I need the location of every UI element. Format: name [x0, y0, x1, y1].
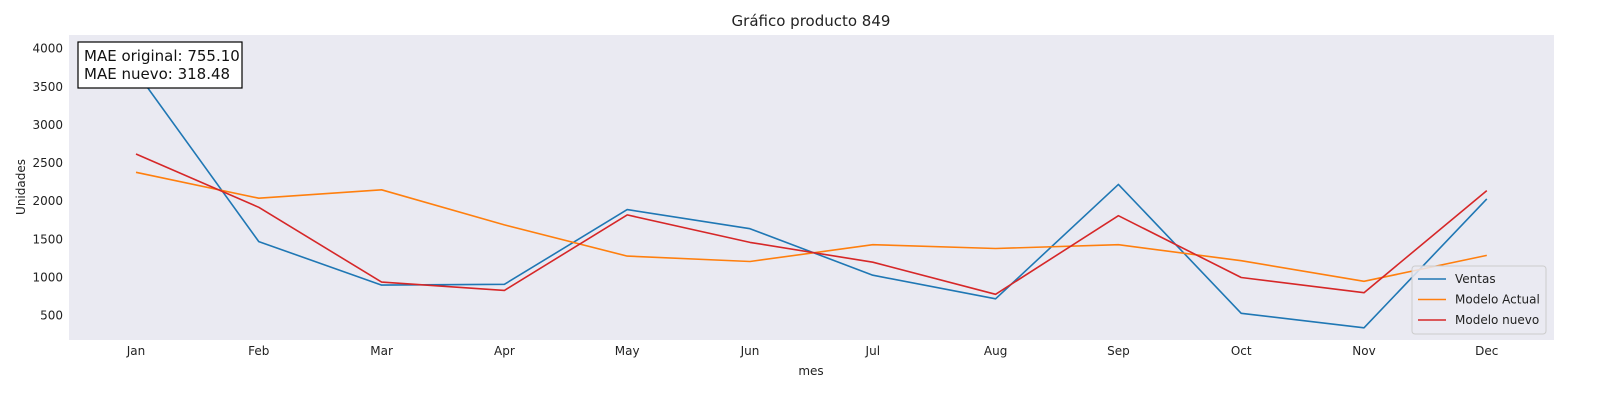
- x-tick-label: Apr: [494, 344, 515, 358]
- legend-label: Ventas: [1455, 272, 1496, 286]
- x-tick-label: May: [615, 344, 640, 358]
- x-tick-label: Nov: [1352, 344, 1375, 358]
- legend: Ventas Modelo Actual Modelo nuevo: [1411, 265, 1547, 335]
- y-tick-label: 3000: [32, 118, 63, 132]
- legend-label: Modelo nuevo: [1455, 313, 1539, 327]
- x-tick-label: Jul: [865, 344, 880, 358]
- y-tick-label: 2500: [32, 156, 63, 170]
- chart-title: Gráfico producto 849: [732, 12, 891, 30]
- x-tick-label: Sep: [1107, 344, 1130, 358]
- x-tick-label: Aug: [984, 344, 1007, 358]
- y-ticks: 500 1000 1500 2000 2500 3000 3500 4000: [32, 42, 63, 323]
- plot-background: [69, 35, 1554, 340]
- x-tick-label: Jan: [126, 344, 146, 358]
- mae-annotation: MAE original: 755.10 MAE nuevo: 318.48: [77, 41, 243, 89]
- x-ticks: Jan Feb Mar Apr May Jun Jul Aug Sep Oct Nov Dec: [126, 344, 1499, 358]
- y-tick-label: 2000: [32, 194, 63, 208]
- y-tick-label: 1500: [32, 232, 63, 246]
- x-tick-label: Jun: [740, 344, 760, 358]
- y-tick-label: 500: [40, 309, 63, 323]
- x-axis-label: mes: [798, 364, 823, 378]
- y-axis-label: Unidades: [14, 159, 28, 215]
- annotation-line-1: MAE original: 755.10: [84, 47, 240, 65]
- series-lines: [135, 71, 1488, 329]
- x-tick-label: Mar: [370, 344, 393, 358]
- y-tick-label: 3500: [32, 80, 63, 94]
- x-tick-label: Feb: [248, 344, 269, 358]
- annotation-box: [77, 41, 243, 89]
- legend-box: [1411, 265, 1547, 335]
- y-tick-label: 4000: [32, 42, 63, 56]
- legend-label: Modelo Actual: [1455, 293, 1540, 307]
- x-tick-label: Dec: [1475, 344, 1498, 358]
- y-tick-label: 1000: [32, 270, 63, 284]
- annotation-line-2: MAE nuevo: 318.48: [84, 65, 230, 83]
- x-tick-label: Oct: [1231, 344, 1252, 358]
- series-line-modelo-nuevo: [135, 153, 1488, 296]
